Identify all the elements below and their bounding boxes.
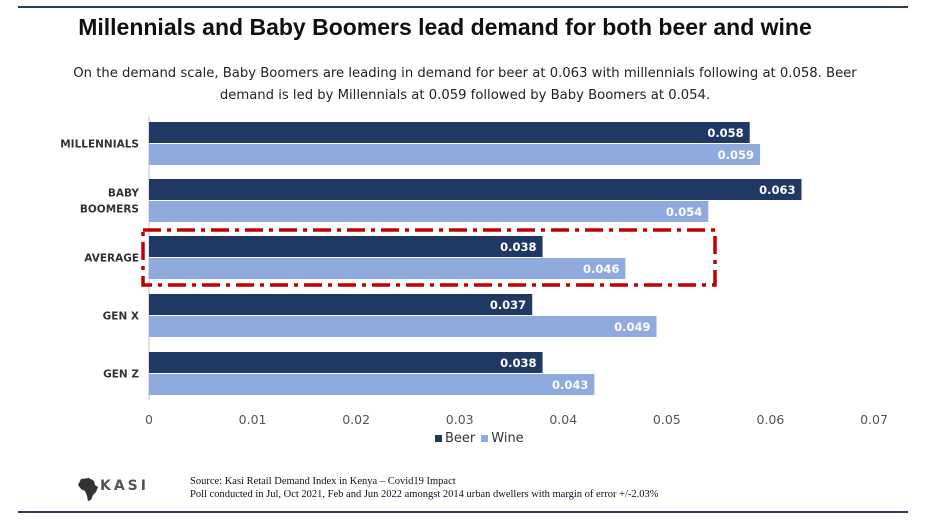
average-highlight-box — [141, 228, 717, 287]
data-label-wine: 0.043 — [552, 378, 588, 392]
category-label: MILLENNIALS — [60, 139, 139, 151]
chart-subtitle: On the demand scale, Baby Boomers are le… — [73, 66, 857, 103]
kasi-africa-logo — [78, 478, 98, 501]
x-tick-label: 0.02 — [342, 412, 370, 427]
bar-wine — [149, 144, 761, 165]
x-tick-label: 0.01 — [239, 412, 267, 427]
legend-item-beer: Beer — [435, 431, 475, 446]
source-note: Source: Kasi Retail Demand Index in Keny… — [190, 475, 659, 501]
data-label-beer: 0.037 — [490, 298, 526, 312]
africa-map-icon — [78, 478, 98, 501]
x-tick-label: 0.04 — [549, 412, 577, 427]
legend-swatch-wine — [481, 435, 489, 442]
bar-beer — [149, 179, 802, 200]
legend-label-beer: Beer — [445, 431, 476, 446]
legend-label-wine: Wine — [491, 431, 524, 446]
bar-beer — [149, 352, 543, 373]
x-tick-label: 0.03 — [446, 412, 474, 427]
data-label-beer: 0.038 — [500, 356, 536, 370]
data-label-wine: 0.046 — [583, 262, 619, 276]
data-label-wine: 0.059 — [718, 148, 754, 162]
legend-item-wine: Wine — [481, 431, 524, 446]
bar-wine — [149, 374, 595, 395]
bar-beer — [149, 122, 750, 143]
category-label: GEN Z — [103, 369, 139, 381]
data-label-beer: 0.038 — [500, 240, 536, 254]
category-label: GEN X — [103, 311, 139, 323]
x-tick-label: 0 — [145, 412, 153, 427]
category-label: AVERAGE — [84, 253, 139, 265]
x-tick-label: 0.05 — [653, 412, 681, 427]
bottom-rule — [18, 511, 908, 513]
bar-wine — [149, 258, 626, 279]
category-label: BABY BOOMERS — [80, 188, 140, 216]
bar-chart: MILLENNIALS BABY BOOMERS AVERAGE GEN X GEN Z 0… — [60, 116, 888, 427]
data-label-beer: 0.058 — [707, 126, 743, 140]
data-label-wine: 0.049 — [614, 320, 650, 334]
legend: Beer Wine — [435, 431, 524, 446]
source-line-1: Source: Kasi Retail Demand Index in Keny… — [190, 476, 456, 487]
bar-wine — [149, 201, 709, 222]
top-rule — [18, 6, 908, 8]
logo-text: KASI — [100, 478, 149, 494]
bar-wine — [149, 316, 657, 337]
x-tick-label: 0.06 — [757, 412, 785, 427]
source-line-2: Poll conducted in Jul, Oct 2021, Feb and… — [190, 489, 659, 500]
bar-beer — [149, 236, 543, 257]
bar-beer — [149, 294, 533, 315]
x-tick-label: 0.07 — [860, 412, 888, 427]
data-label-wine: 0.054 — [666, 205, 702, 219]
legend-swatch-beer — [435, 435, 442, 442]
data-label-beer: 0.063 — [759, 183, 795, 197]
chart-title: Millennials and Baby Boomers lead demand… — [78, 14, 812, 40]
